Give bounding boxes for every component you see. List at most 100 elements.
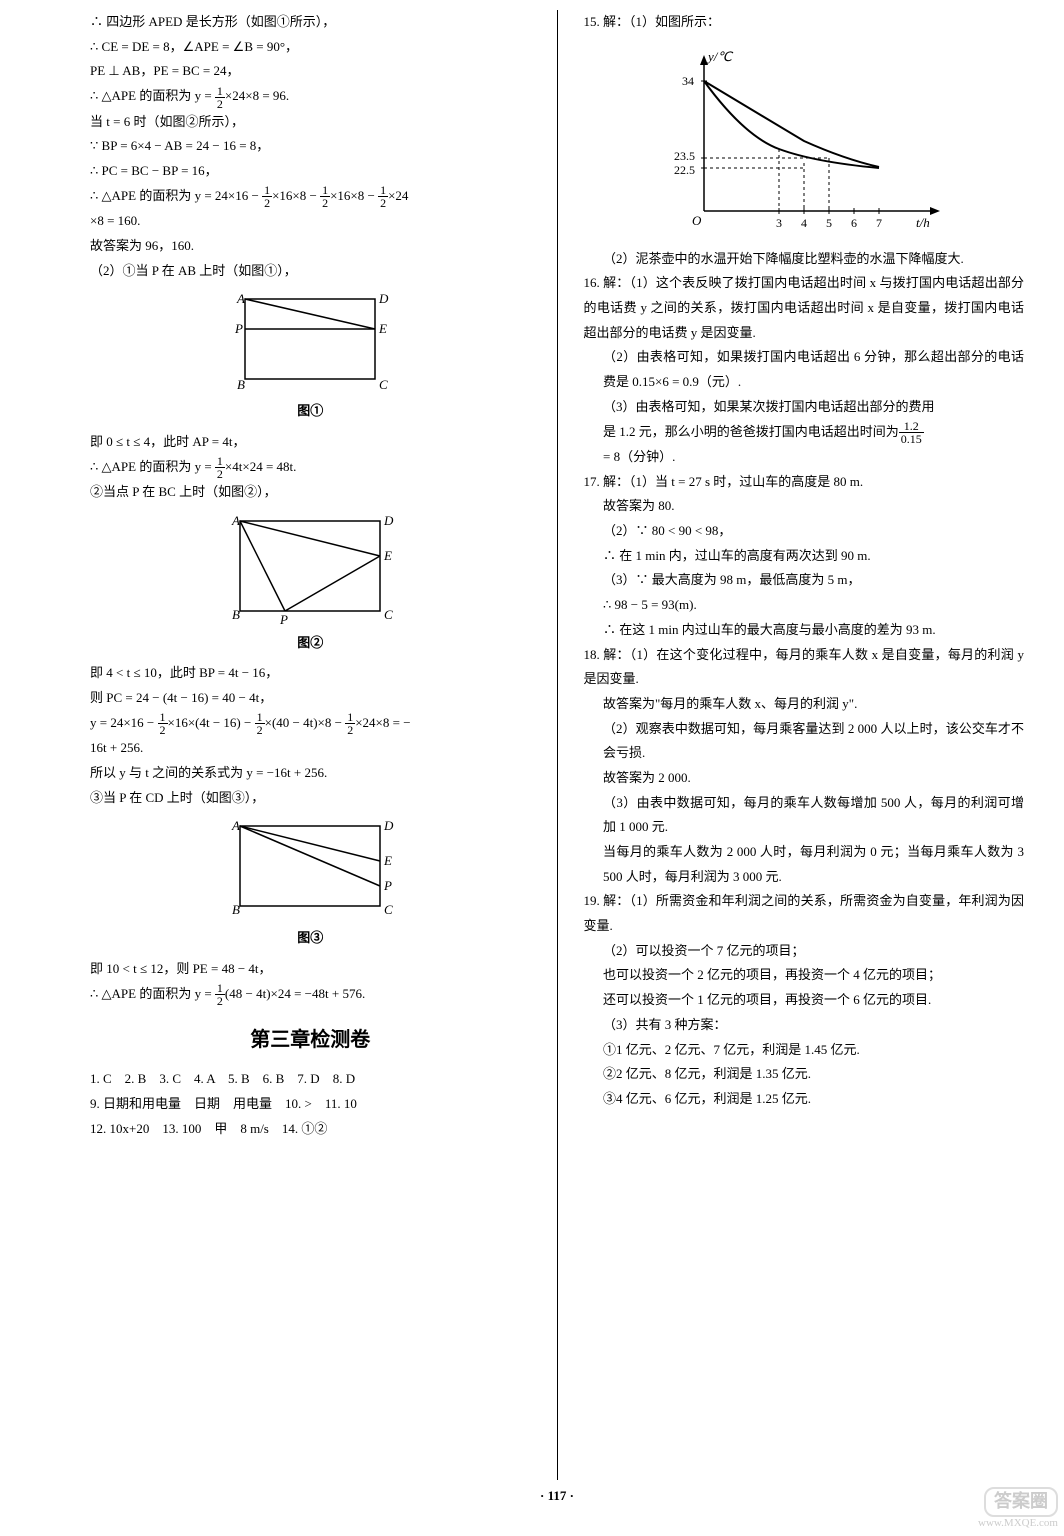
svg-text:A: A	[231, 818, 240, 833]
svg-text:D: D	[383, 818, 394, 833]
text-line: 15. 解：（1）如图所示：	[584, 10, 1025, 35]
text-line: ∵ BP = 6×4 − AB = 24 − 16 = 8，	[90, 134, 531, 159]
fraction: 1.20.15	[899, 420, 924, 445]
svg-text:4: 4	[801, 216, 807, 230]
text-line: 16. 解：（1）这个表反映了拨打国内电话超出时间 x 与拨打国内电话超出部分的…	[584, 271, 1025, 345]
svg-text:23.5: 23.5	[674, 149, 695, 163]
left-column: ∴ 四边形 APED 是长方形（如图①所示）， ∴ CE = DE = 8，∠A…	[90, 10, 531, 1480]
svg-text:5: 5	[826, 216, 832, 230]
text-line: （2）由表格可知，如果拨打国内电话超出 6 分钟，那么超出部分的电话费是 0.1…	[584, 345, 1025, 394]
content-columns: ∴ 四边形 APED 是长方形（如图①所示）， ∴ CE = DE = 8，∠A…	[90, 10, 1024, 1480]
svg-text:34: 34	[682, 74, 694, 88]
text-line: 18. 解：（1）在这个变化过程中，每月的乘车人数 x 是自变量，每月的利润 y…	[584, 643, 1025, 692]
text-line: （3）∵ 最大高度为 98 m，最低高度为 5 m，	[584, 568, 1025, 593]
text-line: ∴ 在 1 min 内，过山车的高度有两次达到 90 m.	[584, 544, 1025, 569]
text-line: ∴ PC = BC − BP = 16，	[90, 159, 531, 184]
text-line: 还可以投资一个 1 亿元的项目，再投资一个 6 亿元的项目.	[584, 988, 1025, 1013]
svg-text:t/h: t/h	[916, 215, 930, 230]
text-line: 即 10 < t ≤ 12，则 PE = 48 − 4t，	[90, 957, 531, 982]
figure-caption: 图③	[90, 926, 531, 951]
svg-text:A: A	[231, 513, 240, 528]
svg-text:P: P	[234, 321, 243, 336]
svg-text:O: O	[692, 213, 702, 228]
text-line: （2）∵ 80 < 90 < 98，	[584, 519, 1025, 544]
text-line: （2）观察表中数据可知，每月乘客量达到 2 000 人以上时，该公交车才不会亏损…	[584, 717, 1025, 766]
text-line: = 8（分钟）.	[584, 445, 1025, 470]
svg-text:22.5: 22.5	[674, 163, 695, 177]
text-line: ∴ 在这 1 min 内过山车的最大高度与最小高度的差为 93 m.	[584, 618, 1025, 643]
text-line: 17. 解：（1）当 t = 27 s 时，过山车的高度是 80 m.	[584, 470, 1025, 495]
text-line: 故答案为 80.	[584, 494, 1025, 519]
text-line: ∴ △APE 的面积为 y = 24×16 − 12×16×8 − 12×16×…	[90, 184, 531, 210]
figure-1: A D P E B C 图①	[90, 289, 531, 424]
text-line: （3）由表中数据可知，每月的乘车人数每增加 500 人，每月的利润可增加 1 0…	[584, 791, 1025, 840]
svg-text:y/℃: y/℃	[706, 49, 733, 64]
figure-caption: 图②	[90, 631, 531, 656]
text-line: 故答案为 96，160.	[90, 234, 531, 259]
svg-text:P: P	[383, 878, 392, 893]
svg-text:E: E	[383, 548, 392, 563]
text-line: 故答案为"每月的乘车人数 x、每月的利润 y".	[584, 692, 1025, 717]
watermark: 答案圈 www.MXQE.com	[978, 1487, 1058, 1530]
chapter-heading: 第三章检测卷	[90, 1021, 531, 1059]
text-line: （2）泥茶壶中的水温开始下降幅度比塑料壶的水温下降幅度大.	[584, 247, 1025, 272]
text-line: ∴ CE = DE = 8，∠APE = ∠B = 90°，	[90, 35, 531, 60]
text-line: （3）由表格可知，如果某次拨打国内电话超出部分的费用	[584, 395, 1025, 420]
text-line: ∴ 98 − 5 = 93(m).	[584, 593, 1025, 618]
text-line: 19. 解：（1）所需资金和年利润之间的关系，所需资金为自变量，年利润为因变量.	[584, 889, 1025, 938]
text-line: PE ⊥ AB，PE = BC = 24，	[90, 59, 531, 84]
text-line: ③4 亿元、6 亿元，利润是 1.25 亿元.	[584, 1087, 1025, 1112]
svg-text:D: D	[383, 513, 394, 528]
svg-text:B: B	[237, 377, 245, 392]
figure-2: A D E B P C 图②	[90, 511, 531, 656]
text-line: （2）可以投资一个 7 亿元的项目；	[584, 939, 1025, 964]
text-line: 则 PC = 24 − (4t − 16) = 40 − 4t，	[90, 686, 531, 711]
svg-text:P: P	[279, 612, 288, 627]
text-line: 当每月的乘车人数为 2 000 人时，每月利润为 0 元；当每月乘车人数为 3 …	[584, 840, 1025, 889]
answer-line: 1. C 2. B 3. C 4. A 5. B 6. B 7. D 8. D	[90, 1067, 531, 1092]
text-line: ×8 = 160.	[90, 209, 531, 234]
svg-text:B: B	[232, 607, 240, 622]
svg-text:C: C	[384, 902, 393, 917]
text-line: ②当点 P 在 BC 上时（如图②），	[90, 480, 531, 505]
svg-text:C: C	[379, 377, 388, 392]
svg-text:B: B	[232, 902, 240, 917]
text-line: 故答案为 2 000.	[584, 766, 1025, 791]
text-line: 即 0 ≤ t ≤ 4，此时 AP = 4t，	[90, 430, 531, 455]
chart-15: 34 23.5 22.5 3 4 5 6 7 O y/℃ t/h	[584, 41, 1025, 241]
text-line: 也可以投资一个 2 亿元的项目，再投资一个 4 亿元的项目；	[584, 963, 1025, 988]
answer-line: 12. 10x+20 13. 100 甲 8 m/s 14. ①②	[90, 1117, 531, 1142]
text-line: 即 4 < t ≤ 10，此时 BP = 4t − 16，	[90, 661, 531, 686]
watermark-url: www.MXQE.com	[978, 1517, 1058, 1529]
figure-3: A D E P B C 图③	[90, 816, 531, 951]
text-line: ∴ △APE 的面积为 y = 12×4t×24 = 48t.	[90, 455, 531, 481]
right-column: 15. 解：（1）如图所示： 34 23.5 22.5 3 4 5 6	[584, 10, 1025, 1480]
text-line: （2）①当 P 在 AB 上时（如图①），	[90, 259, 531, 284]
watermark-badge: 答案圈	[984, 1487, 1058, 1517]
text-line: 当 t = 6 时（如图②所示），	[90, 110, 531, 135]
text-line: y = 24×16 − 12×16×(4t − 16) − 12×(40 − 4…	[90, 711, 531, 737]
answer-line: 9. 日期和用电量 日期 用电量 10. > 11. 10	[90, 1092, 531, 1117]
svg-text:C: C	[384, 607, 393, 622]
text-line: 16t + 256.	[90, 736, 531, 761]
fraction: 12	[215, 85, 225, 110]
text-line: ∴ △APE 的面积为 y = 12(48 − 4t)×24 = −48t + …	[90, 982, 531, 1008]
text-line: 所以 y 与 t 之间的关系式为 y = −16t + 256.	[90, 761, 531, 786]
page-number: · 117 ·	[90, 1484, 1024, 1509]
svg-text:D: D	[378, 291, 389, 306]
column-divider	[557, 10, 558, 1480]
text-line: （3）共有 3 种方案：	[584, 1013, 1025, 1038]
text-line: ∴ △APE 的面积为 y = 12×24×8 = 96.	[90, 84, 531, 110]
text-line: ③当 P 在 CD 上时（如图③），	[90, 786, 531, 811]
svg-text:E: E	[383, 853, 392, 868]
svg-text:A: A	[236, 291, 245, 306]
svg-text:7: 7	[876, 216, 882, 230]
svg-text:E: E	[378, 321, 387, 336]
text-line: ∴ 四边形 APED 是长方形（如图①所示），	[90, 10, 531, 35]
svg-text:3: 3	[776, 216, 782, 230]
text-line: ②2 亿元、8 亿元，利润是 1.35 亿元.	[584, 1062, 1025, 1087]
text-line: 是 1.2 元，那么小明的爸爸拨打国内电话超出时间为1.20.15	[584, 420, 1025, 446]
text-line: ①1 亿元、2 亿元、7 亿元，利润是 1.45 亿元.	[584, 1038, 1025, 1063]
figure-caption: 图①	[90, 399, 531, 424]
svg-text:6: 6	[851, 216, 857, 230]
